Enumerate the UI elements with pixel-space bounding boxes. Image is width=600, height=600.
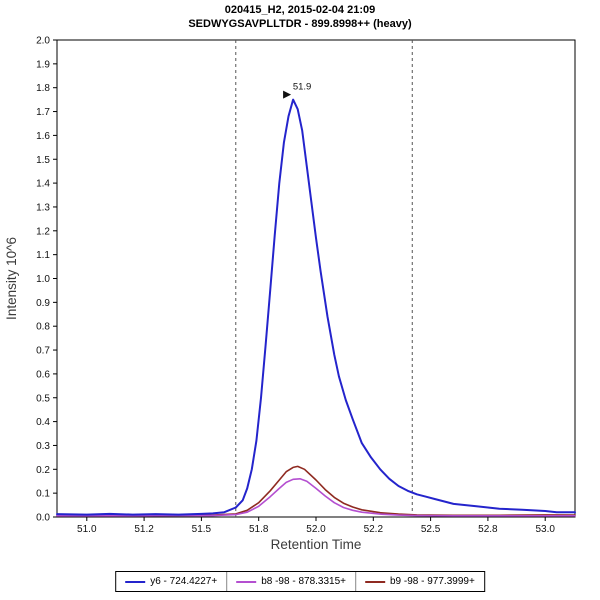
x-tick-label: 53.0: [535, 524, 555, 535]
legend-swatch-b8: [236, 580, 257, 583]
y-tick-label: 1.2: [36, 226, 50, 237]
x-tick-label: 52.5: [421, 524, 441, 535]
x-axis-label: Retention Time: [271, 537, 362, 552]
y-tick-label: 0.4: [36, 417, 50, 428]
legend: y6 - 724.4227+ b8 -98 - 878.3315+ b9 -98…: [115, 571, 485, 592]
y-tick-label: 0.8: [36, 322, 50, 333]
legend-swatch-b9: [365, 580, 385, 583]
y-tick-label: 1.5: [36, 155, 50, 166]
x-tick-label: 51.0: [77, 524, 97, 535]
chromatogram-plot[interactable]: 51.0 51.2 51.5 51.8 52.0 52.2 52.5 52.8 53.0 0.0 0…: [0, 0, 600, 560]
peak-rt-annotation[interactable]: 51.9: [293, 82, 312, 93]
chart-subtitle: SEDWYGSAVPLLTDR - 899.8998++ (heavy): [188, 18, 412, 30]
y-tick-label: 1.9: [36, 59, 50, 70]
x-tick-label: 51.8: [249, 524, 269, 535]
x-tick-label: 52.0: [306, 524, 326, 535]
chart-title: 020415_H2, 2015-02-04 21:09: [224, 4, 376, 16]
y-tick-label: 1.4: [36, 179, 50, 190]
x-tick-label: 51.5: [192, 524, 212, 535]
legend-label-y6: y6 - 724.4227+: [150, 576, 218, 587]
legend-entry-b8: b8 -98 - 878.3315+: [226, 572, 355, 591]
y-tick-label: 1.3: [36, 202, 50, 213]
y-tick-label: 1.0: [36, 274, 50, 285]
y-tick-label: 0.5: [36, 393, 50, 404]
y-tick-label: 0.7: [36, 346, 50, 357]
y-tick-label: 0.0: [36, 513, 50, 524]
y-axis-label: Intensity 10^6: [4, 237, 19, 320]
y-tick-label: 0.1: [36, 489, 50, 500]
y-tick-label: 2.0: [36, 36, 50, 47]
legend-label-b9: b9 -98 - 977.3999+: [390, 576, 475, 587]
title-block: 020415_H2, 2015-02-04 21:09 SEDWYGSAVPLL…: [0, 3, 600, 31]
legend-swatch-y6: [125, 580, 146, 583]
x-tick-label: 51.2: [134, 524, 154, 535]
legend-label-b8: b8 -98 - 878.3315+: [261, 576, 346, 587]
x-tick-label: 52.2: [364, 524, 384, 535]
y-tick-label: 1.6: [36, 131, 50, 142]
peak-arrow-icon: [283, 90, 292, 99]
y-tick-label: 0.9: [36, 298, 50, 309]
plot-frame: [56, 39, 576, 518]
y-tick-label: 1.7: [36, 107, 50, 118]
legend-entry-y6: y6 - 724.4227+: [116, 572, 226, 591]
y-tick-label: 0.2: [36, 465, 50, 476]
y-tick-label: 0.3: [36, 441, 50, 452]
y-tick-label: 0.6: [36, 369, 50, 380]
y-tick-label: 1.8: [36, 83, 50, 94]
legend-entry-b9: b9 -98 - 977.3999+: [355, 572, 484, 591]
series-b8: [56, 477, 576, 517]
series-y6: [56, 98, 576, 516]
x-tick-label: 52.8: [478, 524, 498, 535]
y-tick-label: 1.1: [36, 250, 50, 261]
